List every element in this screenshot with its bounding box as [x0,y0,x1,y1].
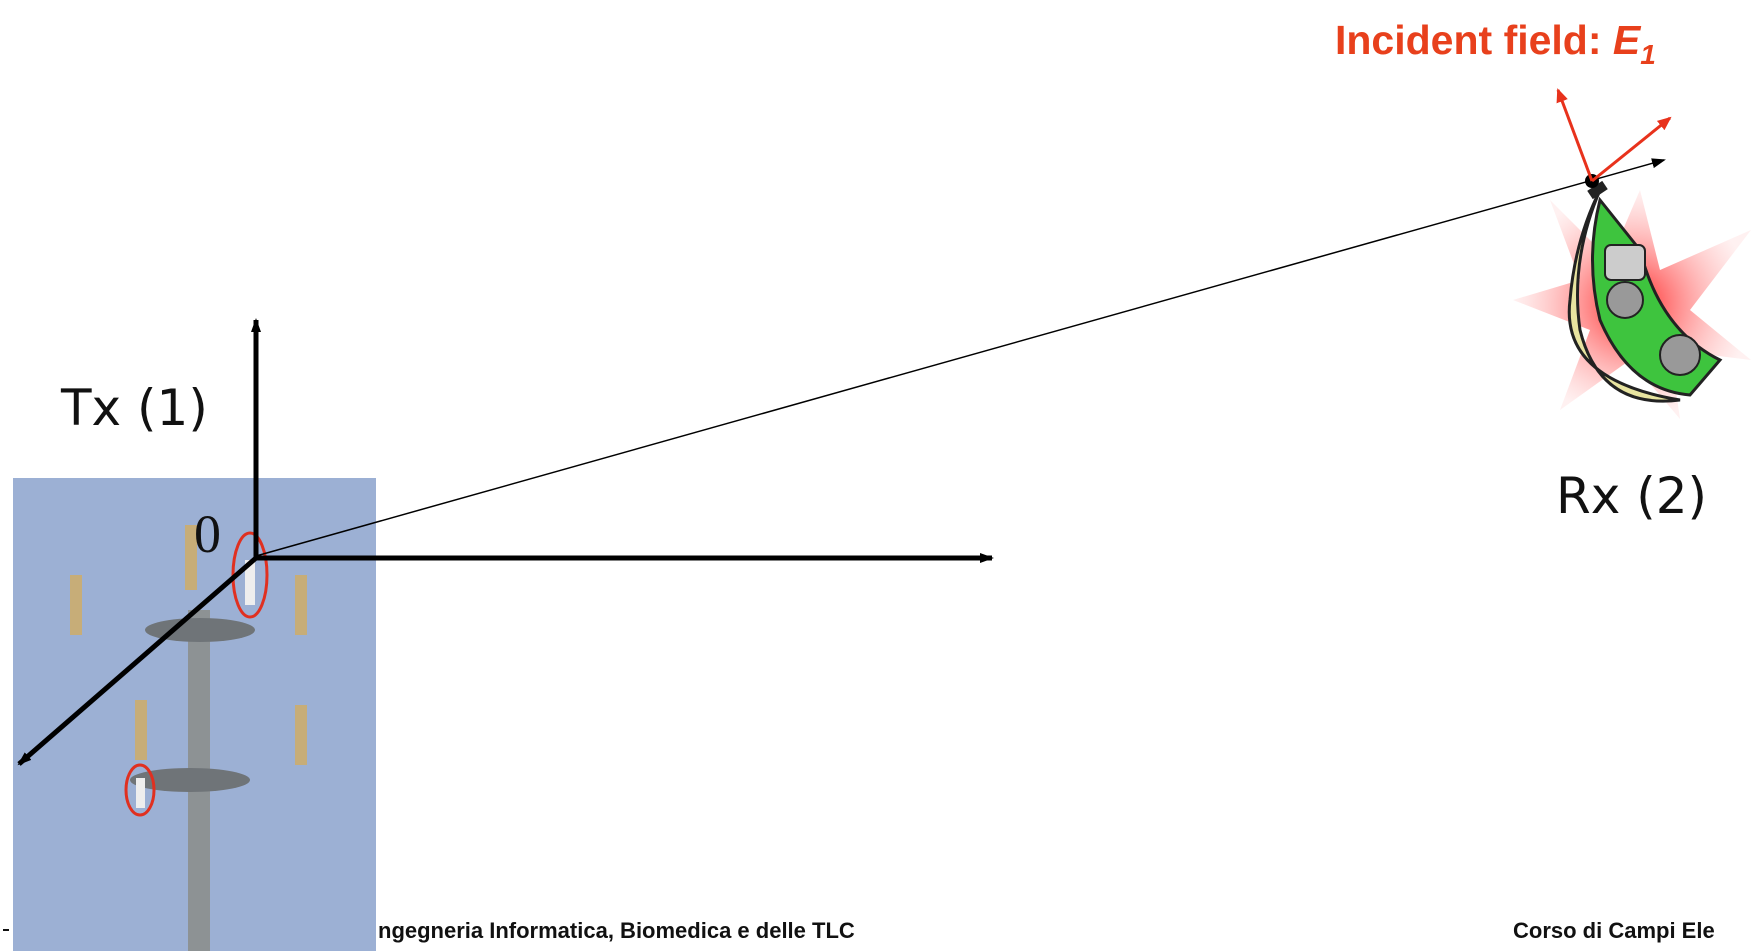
field-vector [1556,88,1594,182]
x-axis [17,556,258,766]
incident-label: Incident field: E1 [1335,17,1656,70]
field-vector [1591,116,1672,183]
phone-icon [1513,180,1751,419]
origin-label: 0 [194,504,221,564]
footer-right: Corso di Campi Ele [1513,918,1715,943]
footer-left: ngegneria Informatica, Biomedica e delle… [378,918,855,943]
rx-label: Rx (2) [1556,467,1707,525]
propagation-ray [255,158,1666,557]
tx-label: Tx (1) [60,379,208,437]
